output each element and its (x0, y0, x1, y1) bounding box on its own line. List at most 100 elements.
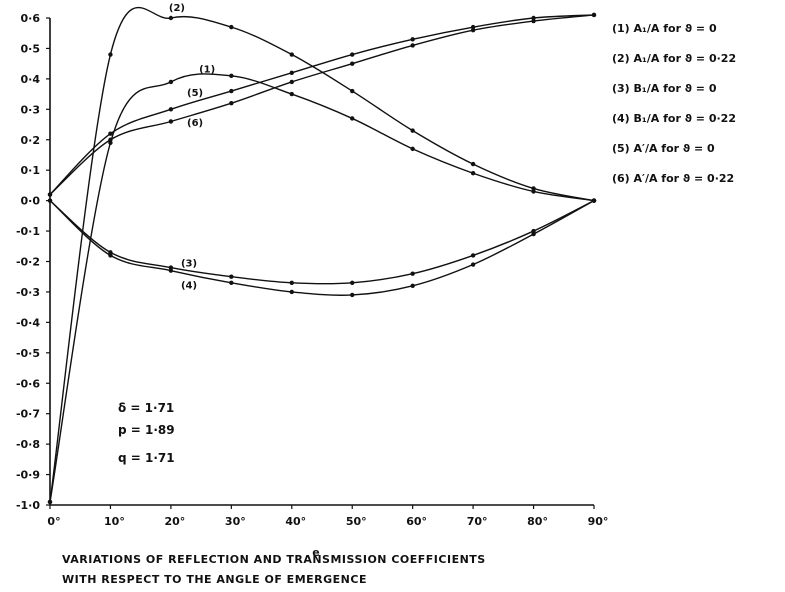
x-tick-label: 90° (588, 515, 609, 528)
x-tick-label: 80° (527, 515, 548, 528)
series-5-point (108, 131, 113, 136)
y-tick-label: -0·5 (16, 347, 40, 360)
y-tick-label: 0·6 (21, 12, 41, 25)
series-2-label: (2) (169, 3, 185, 14)
series-4-point (470, 262, 476, 267)
series-4-point (47, 198, 53, 203)
series-5-point (229, 88, 234, 94)
x-tick-label: 20° (164, 515, 185, 528)
series-6-point (531, 18, 536, 24)
series-4-point (350, 292, 355, 298)
series-5-point (168, 107, 174, 112)
series-6-point (47, 192, 53, 197)
y-tick-label: -0·9 (16, 469, 40, 482)
series-4-point (591, 198, 597, 203)
x-tick-label: 30° (225, 515, 246, 528)
series-3-point (108, 250, 113, 255)
series-3-point (470, 253, 476, 258)
series-2-point (470, 161, 476, 167)
series-2-point (410, 128, 415, 133)
series-2-point (229, 24, 234, 30)
series-5-point (289, 70, 294, 75)
series-6-point (108, 137, 113, 142)
series-3-point (410, 271, 415, 276)
parameter-delta: δ = 1·71 (118, 401, 174, 415)
series-5-point (531, 15, 536, 21)
series-5-point (470, 24, 476, 30)
y-tick-label: 0·4 (21, 73, 41, 86)
y-tick-label: 0·1 (21, 164, 41, 177)
series-1-point (410, 146, 415, 152)
series-3-point (229, 274, 234, 279)
series-3-line (49, 199, 595, 285)
series-2-point (531, 186, 536, 191)
x-tick-label: 70° (467, 515, 488, 528)
legend-entry-5: (5) A′/A for ϑ = 0 (612, 142, 715, 155)
series-4-line (49, 200, 595, 296)
curve-labels: (1) (2) (3) (4) (5) (6) (169, 3, 215, 291)
y-tick-label: -0·3 (16, 286, 40, 299)
y-tick-label: 0·5 (21, 42, 41, 55)
series-6-point (591, 12, 597, 18)
series-6-point (350, 61, 355, 66)
y-tick-label: -0·8 (16, 438, 40, 451)
legend: (1) A₁/A for ϑ = 0 (2) A₁/A for ϑ = 0·22 (… (612, 22, 736, 185)
series-1-point (531, 189, 536, 194)
series-3-point (168, 265, 174, 270)
data-points (47, 12, 597, 505)
series-6-point (410, 43, 415, 48)
series-1-point (289, 91, 294, 97)
legend-entry-6: (6) A′/A for ϑ = 0·22 (612, 172, 734, 185)
series-3-label: (3) (181, 258, 197, 269)
series-4-point (289, 289, 294, 295)
series-6-point (168, 119, 174, 124)
series-3-point (531, 228, 536, 234)
series-2-point (289, 52, 294, 57)
legend-entry-2: (2) A₁/A for ϑ = 0·22 (612, 52, 736, 65)
series-4-point (108, 253, 113, 258)
series-1-point (168, 79, 174, 85)
y-tick-label: -0·4 (16, 316, 40, 329)
series-6-point (289, 79, 294, 85)
series-3-point (350, 280, 355, 286)
parameter-p: p = 1·89 (118, 423, 175, 437)
curves (49, 6, 595, 503)
series-2-point (350, 88, 355, 94)
legend-entry-4: (4) B₁/A for ϑ = 0·22 (612, 112, 736, 125)
series-4-point (229, 280, 234, 286)
series-5-point (350, 52, 355, 57)
series-1-line (49, 73, 595, 503)
parameters-block: δ = 1·71 p = 1·89 q = 1·71 (118, 401, 175, 465)
y-tick-label: -0·7 (16, 408, 40, 421)
y-tick-label: 0·3 (21, 103, 41, 116)
series-6-label: (6) (187, 118, 203, 129)
series-4-label: (4) (181, 280, 197, 291)
x-tick-label: 0° (47, 515, 60, 528)
series-4-point (168, 268, 174, 273)
series-5-label: (5) (187, 88, 203, 99)
series-1-label: (1) (199, 64, 215, 75)
x-tick-label: 60° (406, 515, 427, 528)
y-tick-label: 0·2 (21, 134, 41, 147)
x-tick-label: 50° (346, 515, 367, 528)
series-5-point (410, 37, 415, 42)
series-2-point (108, 52, 113, 57)
series-6-point (470, 27, 476, 33)
caption-line-1: VARIATIONS OF REFLECTION AND TRANSMISSIO… (62, 553, 486, 566)
series-5-line (49, 14, 595, 196)
x-tick-label: 40° (285, 515, 306, 528)
series-3-point (289, 280, 294, 286)
y-tick-label: 0·0 (21, 195, 41, 208)
series-2-line (49, 6, 595, 503)
parameter-q: q = 1·71 (118, 451, 175, 465)
y-tick-label: -0·2 (16, 256, 40, 269)
series-6-point (229, 101, 234, 106)
series-4-point (531, 231, 536, 237)
series-6-line (49, 14, 595, 196)
series-1-point (229, 73, 234, 79)
series-2-point (168, 15, 174, 21)
y-tick-label: -0·1 (16, 225, 40, 238)
legend-entry-3: (3) B₁/A for ϑ = 0 (612, 82, 717, 95)
legend-entry-1: (1) A₁/A for ϑ = 0 (612, 22, 717, 35)
